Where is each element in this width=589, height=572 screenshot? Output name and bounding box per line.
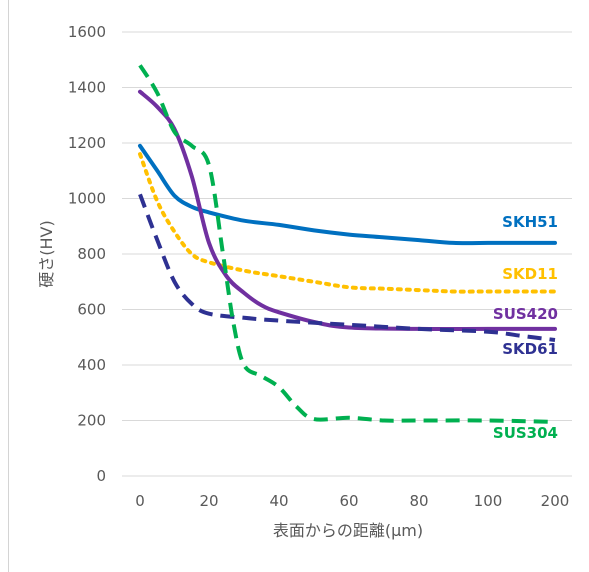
y-tick-label: 1000: [68, 190, 106, 208]
y-tick-label: 600: [77, 301, 106, 319]
x-axis-ticks: 0 20 40 60 80 100 200: [135, 492, 569, 510]
series-labels: SKH51 SKD11 SUS420 SKD61 SUS304: [493, 213, 558, 442]
y-axis-ticks: 0 200 400 600 800 1000 1200 1400 1600: [68, 23, 106, 485]
y-tick-label: 200: [77, 412, 106, 430]
chart-frame: [8, 0, 589, 572]
series-label-skd11: SKD11: [502, 265, 558, 283]
y-tick-label: 0: [96, 467, 106, 485]
series-label-skd61: SKD61: [502, 340, 558, 358]
series-label-sus420: SUS420: [493, 305, 558, 323]
y-tick-label: 400: [77, 356, 106, 374]
x-tick-label: 200: [541, 492, 570, 510]
y-tick-label: 1600: [68, 23, 106, 41]
series-line-skd61: [138, 193, 556, 342]
series-line-sus304: [138, 64, 556, 424]
series-label-sus304: SUS304: [493, 424, 558, 442]
x-tick-label: 60: [339, 492, 358, 510]
y-tick-label: 1200: [68, 134, 106, 152]
x-tick-label: 0: [135, 492, 145, 510]
x-tick-label: 80: [409, 492, 428, 510]
x-tick-label: 40: [269, 492, 288, 510]
series-line-skh51: [138, 143, 557, 246]
x-tick-label: 100: [474, 492, 503, 510]
series-label-skh51: SKH51: [502, 213, 558, 231]
x-axis-title: 表面からの距離(μm): [273, 521, 423, 540]
x-tick-label: 20: [199, 492, 218, 510]
series-line-skd11: [138, 152, 557, 294]
y-axis-title: 硬さ(HV): [37, 220, 56, 287]
series-line-sus420: [138, 89, 557, 332]
series-lines: [138, 64, 557, 424]
y-tick-label: 800: [77, 245, 106, 263]
y-tick-label: 1400: [68, 79, 106, 97]
